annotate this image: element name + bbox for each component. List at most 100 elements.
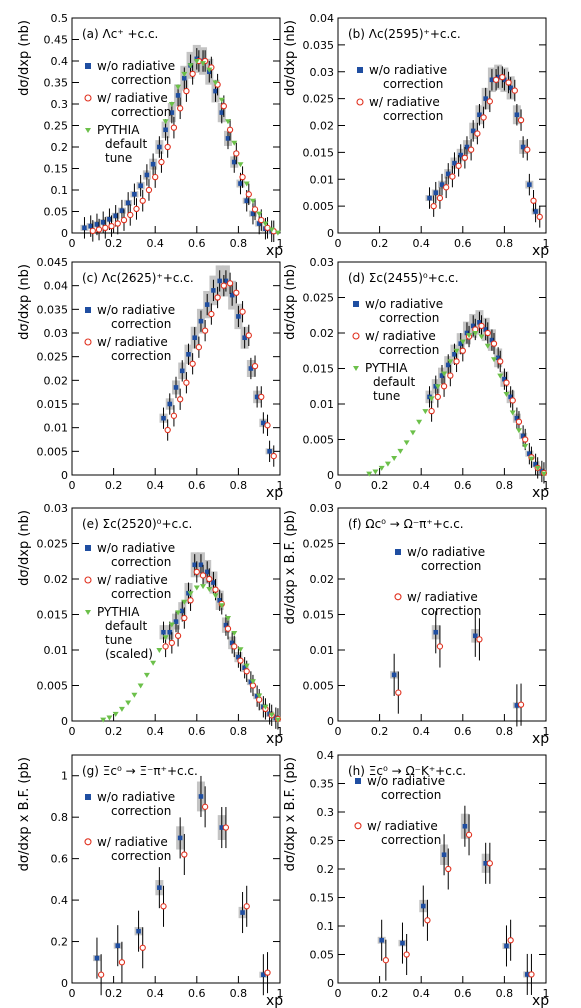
data-point [204, 302, 210, 307]
data-point [125, 200, 131, 206]
data-point [440, 383, 448, 390]
data-point [382, 957, 389, 964]
x-tick-label: 0.8 [496, 725, 514, 738]
legend-line: correction [111, 587, 171, 601]
legend-marker [356, 98, 364, 106]
data-point [206, 575, 213, 583]
y-tick-label: 0.005 [303, 434, 335, 447]
y-tick-label: 0 [61, 977, 68, 990]
legend-label: w/o radiative correction [97, 541, 175, 569]
data-point [499, 73, 506, 81]
data-point [94, 955, 100, 961]
data-point [477, 112, 482, 118]
y-tick-label: 0.35 [44, 77, 69, 90]
data-point [127, 211, 134, 219]
data-point [274, 230, 281, 236]
y-tick-label: 0.02 [310, 573, 335, 586]
series-w [89, 50, 277, 243]
y-tick-label: 0.04 [44, 280, 69, 293]
x-tick-label: 0.6 [188, 987, 206, 1000]
data-point [274, 717, 281, 723]
y-tick-label: 1 [61, 770, 68, 783]
y-tick-label: 0.03 [310, 66, 335, 79]
legend-line: tune [105, 151, 132, 165]
data-point [249, 679, 256, 685]
data-point [160, 903, 167, 910]
data-point [484, 343, 491, 349]
y-tick-label: 0.035 [37, 303, 69, 316]
data-point [217, 278, 222, 284]
y-tick-label: 0.4 [51, 55, 69, 68]
x-tick-label: 1 [277, 479, 284, 492]
data-point [403, 951, 410, 958]
data-point [502, 376, 507, 382]
legend-line: correction [381, 788, 441, 802]
data-point [536, 213, 543, 221]
chart-panel-e: 0 0.005 0.01 0.015 0.02 0.025 0.03 0 0.2 0.4 0.6 0.… [17, 502, 284, 747]
x-tick-label: 0.4 [412, 987, 430, 1000]
chart-panel-b: 0 0.005 0.01 0.015 0.02 0.025 0.03 0.035 0.04 0 0.… [283, 12, 550, 259]
data-point [237, 657, 244, 664]
data-point [218, 97, 225, 103]
data-point [508, 85, 513, 91]
y-tick-label: 0.2 [51, 936, 69, 949]
data-point [497, 373, 504, 379]
data-point [217, 598, 222, 603]
data-point [225, 119, 231, 125]
data-point [434, 384, 441, 390]
data-point [439, 182, 445, 187]
data-point [420, 903, 426, 909]
data-point [441, 852, 447, 858]
data-point [507, 937, 514, 944]
data-point [243, 903, 250, 910]
data-point [200, 584, 207, 590]
data-point [489, 337, 495, 343]
data-point [119, 208, 125, 213]
y-tick-label: 0.01 [44, 422, 69, 435]
data-point [208, 310, 215, 318]
legend-line: w/o radiative [97, 790, 175, 804]
data-point [244, 198, 250, 204]
data-point [136, 928, 141, 934]
legend-label: w/ radiative correction [367, 819, 441, 847]
x-tick-label: 1 [277, 987, 284, 1000]
y-axis-label: dσ/dxp (nb) [283, 20, 298, 96]
data-point [212, 80, 219, 86]
legend-label: w/ radiative correction [97, 835, 171, 863]
data-point [102, 224, 109, 231]
data-point [225, 136, 231, 141]
data-point [517, 116, 525, 124]
data-point [181, 614, 188, 622]
data-point [131, 692, 138, 698]
data-point [242, 335, 247, 341]
data-point [239, 173, 246, 181]
y-tick-label: 0.35 [310, 778, 335, 791]
data-point [219, 825, 225, 830]
series-wo [159, 265, 274, 462]
data-point [157, 885, 162, 890]
y-tick-label: 0.01 [44, 644, 69, 657]
legend-label: PYTHIA default tune (scaled) [97, 605, 153, 661]
y-tick-label: 0.5 [51, 12, 69, 25]
legend-line: w/o radiative [365, 297, 443, 311]
data-point [455, 162, 462, 169]
x-tick-label: 1 [277, 237, 284, 250]
data-point [466, 333, 473, 339]
data-point [82, 225, 87, 231]
legend-line: correction [111, 849, 171, 863]
data-point [256, 211, 263, 217]
data-point [515, 418, 523, 425]
y-tick-label: 0.005 [37, 680, 69, 693]
y-axis-label: dσ/dxp (nb) [283, 264, 298, 340]
data-point [239, 308, 246, 315]
y-tick-label: 0.25 [44, 120, 69, 133]
data-point [480, 114, 487, 121]
x-tick-label: 0.2 [371, 987, 389, 1000]
data-point [472, 331, 479, 336]
legend-label: w/o radiative correction [97, 59, 175, 87]
y-tick-label: 0.03 [44, 502, 69, 515]
x-tick-label: 1 [277, 725, 284, 738]
data-point [391, 455, 398, 461]
data-point [397, 448, 404, 454]
legend-line: PYTHIA [365, 361, 408, 375]
